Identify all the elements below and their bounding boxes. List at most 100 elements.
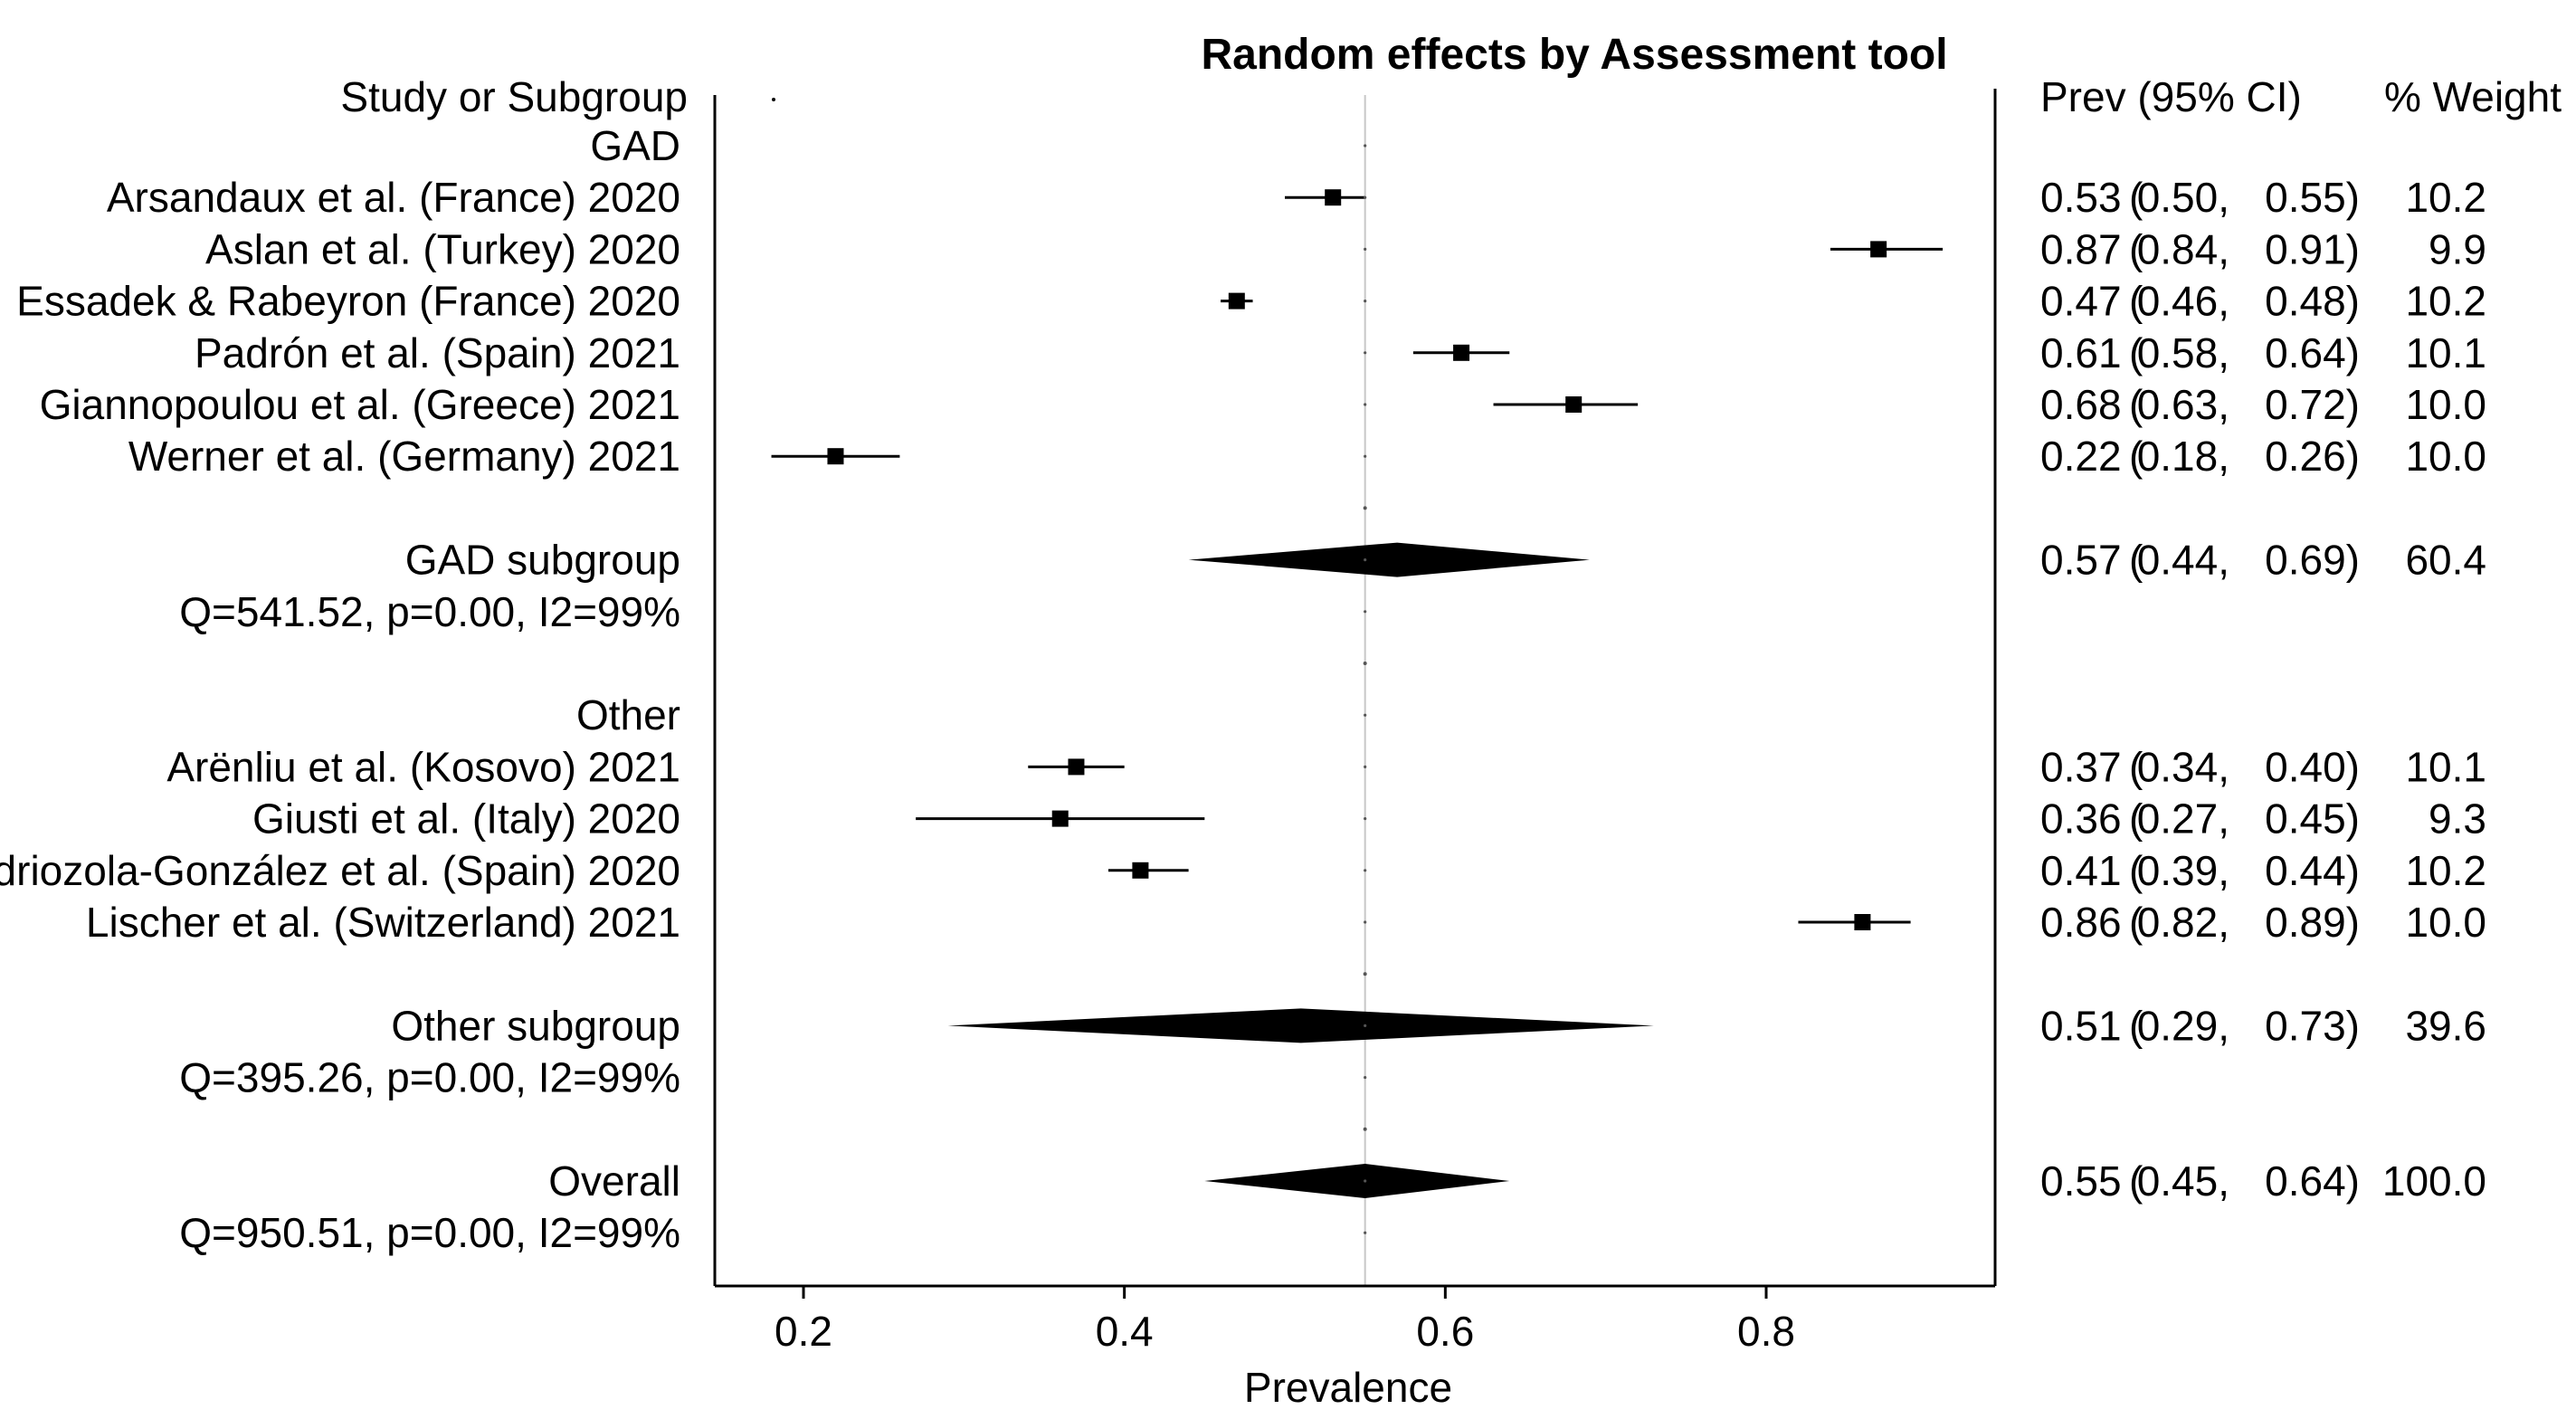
point-estimate: [1453, 344, 1470, 361]
point-estimate: [1051, 810, 1069, 827]
ci-open-paren: (: [2129, 743, 2143, 790]
point-estimate: [1132, 862, 1149, 879]
study-label: Giusti et al. (Italy) 2020: [252, 795, 680, 843]
prev-value: 0.61: [2040, 329, 2122, 376]
ci-lower: 0.29,: [2137, 1002, 2229, 1049]
ci-upper: 0.69): [2265, 537, 2360, 584]
weight-value: 10.2: [2405, 847, 2486, 894]
ci-lower: 0.44,: [2137, 537, 2229, 584]
point-estimate: [1325, 189, 1342, 206]
ci-open-paren: (: [2129, 278, 2143, 325]
ci-open-paren: (: [2129, 1002, 2143, 1049]
heterogeneity-stats: Q=950.51, p=0.00, I2=99%: [179, 1209, 680, 1256]
spacer-dot: [1363, 662, 1367, 665]
weight-value: 9.9: [2429, 225, 2486, 272]
prev-value: 0.22: [2040, 433, 2122, 480]
ci-lower: 0.84,: [2137, 225, 2229, 272]
ci-upper: 0.91): [2265, 225, 2360, 272]
ci-lower: 0.82,: [2137, 899, 2229, 946]
ci-open-paren: (: [2129, 537, 2143, 584]
x-tick-label: 0.6: [1416, 1308, 1474, 1355]
weight-value: 10.1: [2405, 743, 2486, 790]
summary-label: Overall: [548, 1157, 680, 1205]
spacer-dot: [1363, 506, 1367, 510]
point-estimate: [1228, 292, 1245, 310]
x-axis-label: Prevalence: [1244, 1364, 1452, 1411]
ci-upper: 0.26): [2265, 433, 2360, 480]
weight-value: 10.2: [2405, 278, 2486, 325]
ref-dot: [1364, 920, 1367, 924]
x-tick-label: 0.8: [1737, 1308, 1795, 1355]
study-label: Padrón et al. (Spain) 2021: [195, 329, 680, 376]
ci-lower: 0.46,: [2137, 278, 2229, 325]
weight-value: 39.6: [2405, 1002, 2486, 1049]
ci-upper: 0.45): [2265, 795, 2360, 843]
group-label: GAD: [590, 122, 680, 169]
spacer-dot: [1363, 972, 1367, 976]
group-label: Other: [576, 691, 680, 738]
header-prev-ci: Prev (95% CI): [2040, 73, 2302, 120]
ref-dot: [1364, 1076, 1367, 1080]
prev-value: 0.87: [2040, 225, 2122, 272]
study-label: Arsandaux et al. (France) 2020: [107, 174, 680, 221]
ci-open-paren: (: [2129, 1157, 2143, 1205]
prev-value: 0.41: [2040, 847, 2122, 894]
weight-value: 9.3: [2429, 795, 2486, 843]
weight-value: 10.1: [2405, 329, 2486, 376]
prev-value: 0.68: [2040, 381, 2122, 428]
ref-dot: [1364, 403, 1367, 406]
ref-dot: [1364, 454, 1367, 458]
ref-dot: [1364, 817, 1367, 821]
ref-dot: [1364, 195, 1367, 199]
prev-value: 0.55: [2040, 1157, 2122, 1205]
chart-title: Random effects by Assessment tool: [1201, 31, 1947, 79]
ci-open-paren: (: [2129, 329, 2143, 376]
weight-value: 10.0: [2405, 381, 2486, 428]
ci-upper: 0.73): [2265, 1002, 2360, 1049]
ci-open-paren: (: [2129, 381, 2143, 428]
ci-open-paren: (: [2129, 899, 2143, 946]
ci-open-paren: (: [2129, 225, 2143, 272]
ref-dot: [1364, 765, 1367, 769]
ci-lower: 0.50,: [2137, 174, 2229, 221]
ci-open-paren: (: [2129, 174, 2143, 221]
study-label: Essadek & Rabeyron (France) 2020: [16, 278, 680, 325]
ref-dot: [1364, 300, 1367, 303]
ci-lower: 0.39,: [2137, 847, 2229, 894]
header-weight: % Weight: [2384, 73, 2562, 120]
ci-lower: 0.27,: [2137, 795, 2229, 843]
ci-upper: 0.89): [2265, 899, 2360, 946]
ref-dot: [1364, 558, 1367, 562]
x-axis: 0.2 0.4 0.6 0.8: [713, 95, 1995, 1355]
prev-value: 0.47: [2040, 278, 2122, 325]
ci-lower: 0.45,: [2137, 1157, 2229, 1205]
ci-upper: 0.55): [2265, 174, 2360, 221]
ref-dot: [1364, 144, 1367, 148]
corner-dot: [772, 98, 775, 101]
ci-open-paren: (: [2129, 795, 2143, 843]
ci-lower: 0.18,: [2137, 433, 2229, 480]
study-label: Odriozola-González et al. (Spain) 2020: [0, 847, 680, 894]
ref-dot: [1364, 1179, 1367, 1183]
spacer-dot: [1363, 1127, 1367, 1131]
ref-dot: [1364, 1231, 1367, 1234]
ci-open-paren: (: [2129, 847, 2143, 894]
study-label: Lischer et al. (Switzerland) 2021: [86, 899, 680, 946]
ci-upper: 0.64): [2265, 1157, 2360, 1205]
weight-value: 100.0: [2382, 1157, 2486, 1205]
study-label: Aslan et al. (Turkey) 2020: [205, 225, 680, 272]
prev-value: 0.36: [2040, 795, 2122, 843]
ci-upper: 0.40): [2265, 743, 2360, 790]
header-study: Study or Subgroup: [340, 73, 688, 120]
x-tick-label: 0.2: [775, 1308, 832, 1355]
ref-dot: [1364, 869, 1367, 872]
ref-dot: [1364, 351, 1367, 355]
prev-value: 0.57: [2040, 537, 2122, 584]
ci-lower: 0.58,: [2137, 329, 2229, 376]
study-label: Arënliu et al. (Kosovo) 2021: [166, 743, 680, 790]
study-label: Werner et al. (Germany) 2021: [128, 433, 680, 480]
ci-upper: 0.64): [2265, 329, 2360, 376]
ci-upper: 0.48): [2265, 278, 2360, 325]
